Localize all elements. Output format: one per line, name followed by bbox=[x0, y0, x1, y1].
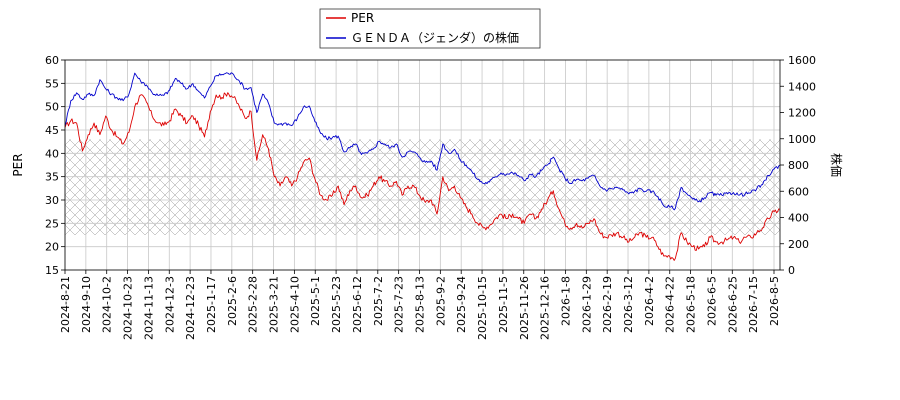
x-tick-label: 2025-8-13 bbox=[414, 276, 427, 333]
right-tick-label: 0 bbox=[788, 264, 795, 277]
x-tick-label: 2025-5-23 bbox=[330, 276, 343, 333]
x-tick-label: 2026-1-8 bbox=[559, 276, 572, 326]
left-tick-label: 55 bbox=[45, 77, 59, 90]
legend: PER ＧＥＮＤＡ（ジェンダ）の株価 bbox=[319, 8, 541, 49]
x-tick-label: 2025-5-1 bbox=[309, 276, 322, 326]
left-tick-label: 30 bbox=[45, 194, 59, 207]
x-tick-label: 2026-2-19 bbox=[601, 276, 614, 333]
left-tick-label: 35 bbox=[45, 171, 59, 184]
x-tick-label: 2025-7-2 bbox=[372, 276, 385, 326]
series-line-price bbox=[65, 72, 780, 211]
x-tick-label: 2025-1-17 bbox=[205, 276, 218, 333]
left-tick-label: 25 bbox=[45, 217, 59, 230]
x-tick-label: 2025-9-24 bbox=[455, 276, 468, 333]
right-axis-title: 株価 bbox=[829, 153, 844, 177]
x-tick-label: 2026-5-18 bbox=[685, 276, 698, 333]
x-tick-label: 2026-7-15 bbox=[747, 276, 760, 333]
x-tick-label: 2025-3-21 bbox=[268, 276, 281, 333]
x-tick-label: 2024-12-3 bbox=[163, 276, 176, 333]
x-tick-label: 2024-8-21 bbox=[59, 276, 72, 333]
right-tick-label: 600 bbox=[788, 185, 809, 198]
right-tick-label: 1200 bbox=[788, 107, 816, 120]
x-tick-label: 2026-4-2 bbox=[643, 276, 656, 326]
x-tick-label: 2026-6-25 bbox=[726, 276, 739, 333]
left-tick-label: 45 bbox=[45, 124, 59, 137]
x-tick-label: 2025-10-15 bbox=[476, 276, 489, 340]
right-tick-label: 400 bbox=[788, 212, 809, 225]
x-tick-label: 2024-10-2 bbox=[101, 276, 114, 333]
x-tick-label: 2026-1-29 bbox=[580, 276, 593, 333]
left-tick-label: 40 bbox=[45, 147, 59, 160]
hatched-band bbox=[65, 139, 780, 235]
x-tick-label: 2025-2-28 bbox=[247, 276, 260, 333]
series-layer bbox=[65, 72, 780, 261]
left-tick-label: 15 bbox=[45, 264, 59, 277]
right-tick-label: 800 bbox=[788, 159, 809, 172]
grid-lines bbox=[64, 59, 780, 271]
x-tick-label: 2026-4-22 bbox=[664, 276, 677, 333]
right-tick-label: 200 bbox=[788, 238, 809, 251]
legend-box bbox=[319, 8, 541, 49]
left-axis-ticks: 15 20 25 30 35 40 45 50 55 60 bbox=[45, 54, 65, 277]
right-axis-ticks: 0 200 400 600 800 1000 1200 1400 1600 bbox=[780, 54, 816, 277]
x-tick-label: 2026-8-5 bbox=[768, 276, 781, 326]
x-axis-ticks: 2024-8-21 2024-9-10 2024-10-2 2024-10-23 202… bbox=[59, 270, 781, 340]
hatched-band-rect bbox=[65, 139, 780, 235]
x-tick-label: 2025-12-16 bbox=[539, 276, 552, 340]
x-tick-label: 2024-12-23 bbox=[184, 276, 197, 340]
legend-label-price: ＧＥＮＤＡ（ジェンダ）の株価 bbox=[351, 30, 519, 45]
right-tick-label: 1000 bbox=[788, 133, 816, 146]
x-tick-label: 2025-4-10 bbox=[288, 276, 301, 333]
left-tick-label: 20 bbox=[45, 241, 59, 254]
x-tick-label: 2026-6-5 bbox=[705, 276, 718, 326]
x-tick-label: 2025-11-26 bbox=[518, 276, 531, 340]
x-tick-label: 2025-6-12 bbox=[351, 276, 364, 333]
x-tick-label: 2024-9-10 bbox=[80, 276, 93, 333]
x-tick-label: 2024-11-13 bbox=[142, 276, 155, 340]
x-tick-label: 2026-3-12 bbox=[622, 276, 635, 333]
left-axis-title: PER bbox=[11, 153, 25, 176]
right-tick-label: 1400 bbox=[788, 80, 816, 93]
left-tick-label: 60 bbox=[45, 54, 59, 67]
x-tick-label: 2025-2-6 bbox=[226, 276, 239, 326]
right-tick-label: 1600 bbox=[788, 54, 816, 67]
x-tick-label: 2025-9-2 bbox=[434, 276, 447, 326]
x-tick-label: 2025-11-5 bbox=[497, 276, 510, 333]
series-line-per bbox=[65, 92, 780, 261]
left-tick-label: 50 bbox=[45, 101, 59, 114]
x-tick-label: 2025-7-23 bbox=[393, 276, 406, 333]
legend-label-per: PER bbox=[351, 11, 374, 25]
x-tick-label: 2024-10-23 bbox=[122, 276, 135, 340]
